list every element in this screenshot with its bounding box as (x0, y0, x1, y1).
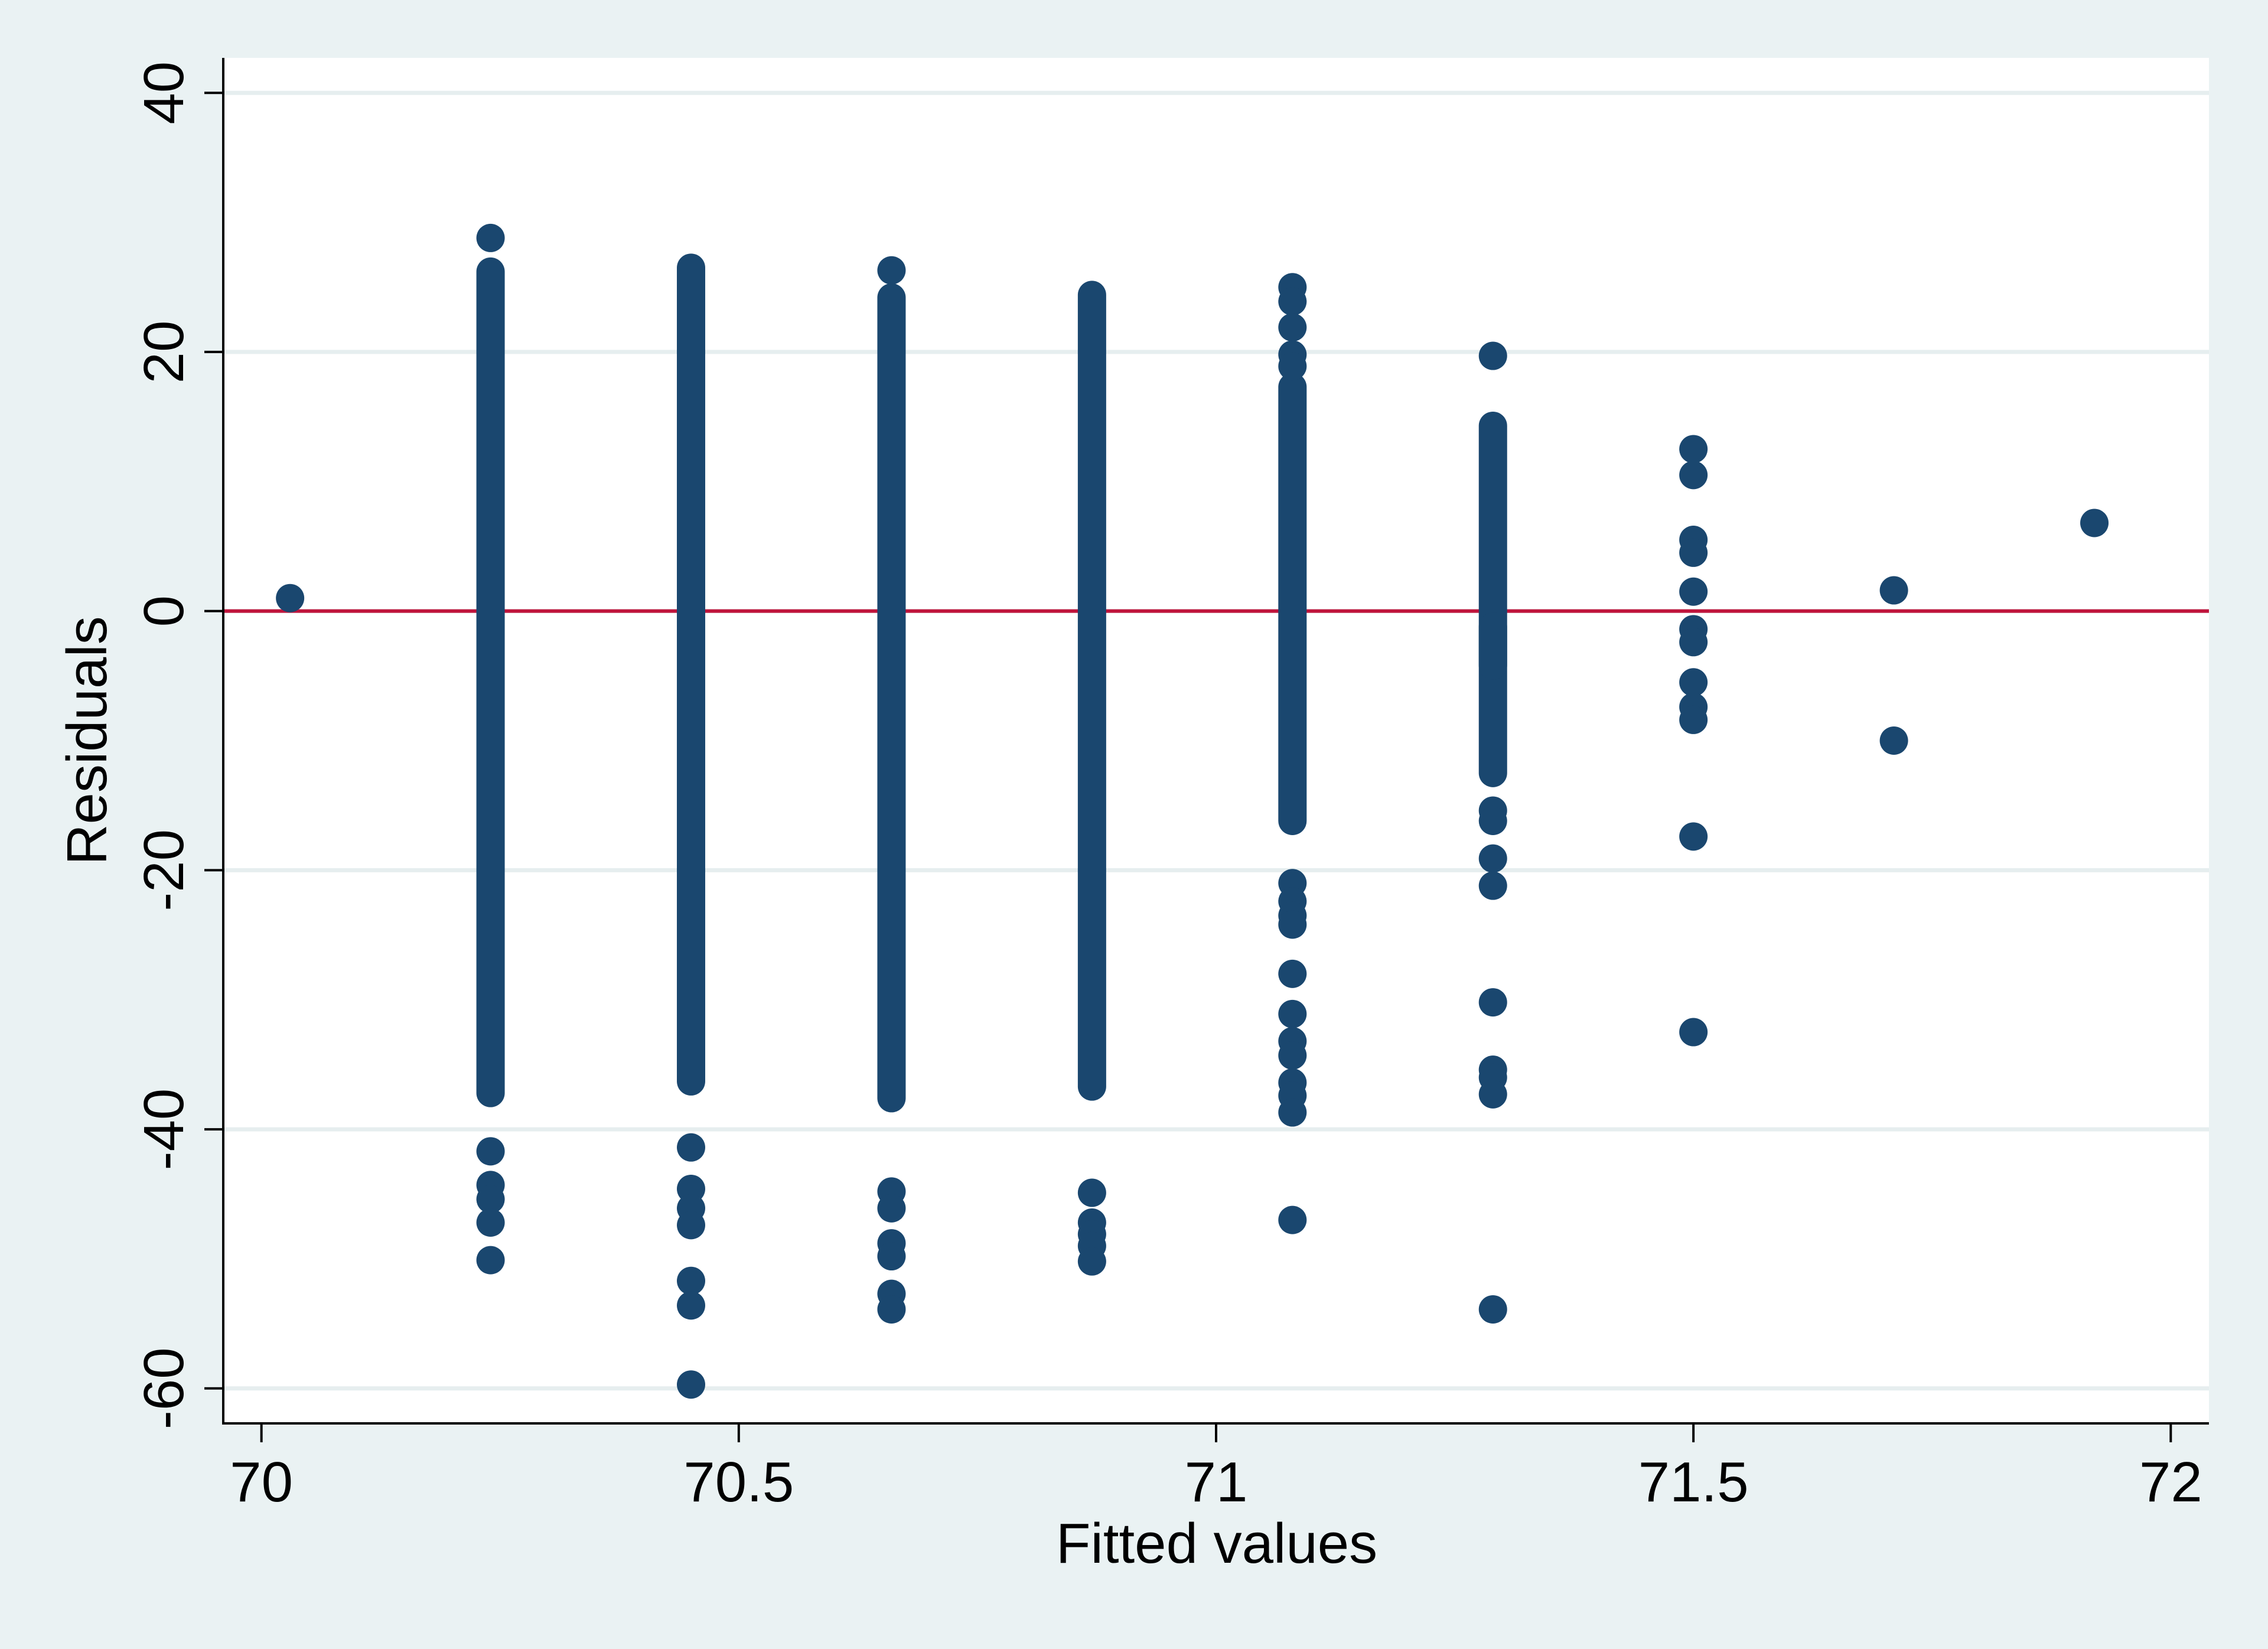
data-point-2-1 (677, 1174, 706, 1203)
point-column-5-range-0 (1278, 373, 1307, 835)
data-point-6-5 (1478, 988, 1507, 1017)
data-point-7-11 (1679, 1018, 1708, 1047)
plot-area (223, 58, 2209, 1423)
data-point-7-10 (1679, 822, 1708, 851)
point-column-6-range-1 (1478, 612, 1507, 680)
point-column-3-range-0 (877, 283, 906, 1113)
point-column-1-range-0 (476, 257, 505, 1107)
data-point-6-0 (1478, 341, 1507, 370)
x-tick-label-71.5: 71.5 (1638, 1451, 1749, 1514)
point-column-2-range-0 (677, 253, 706, 1096)
data-point-5-16 (1278, 1205, 1307, 1234)
data-point-7-0 (1679, 435, 1708, 464)
data-point-5-12 (1278, 1041, 1307, 1070)
data-point-6-8 (1478, 1080, 1507, 1109)
data-point-0-0 (276, 584, 305, 612)
scatter-points (276, 223, 2109, 1399)
data-point-3-0 (877, 256, 906, 285)
data-point-7-1 (1679, 461, 1708, 490)
data-point-2-6 (677, 1370, 706, 1399)
data-point-8-0 (1879, 576, 1908, 605)
data-point-2-5 (677, 1291, 706, 1320)
x-tick-label-70.5: 70.5 (683, 1451, 794, 1514)
data-point-1-5 (476, 1246, 505, 1275)
data-point-5-9 (1278, 959, 1307, 988)
data-point-7-9 (1679, 705, 1708, 734)
data-point-4-4 (1077, 1247, 1106, 1276)
data-point-3-4 (877, 1242, 906, 1271)
data-point-5-15 (1278, 1098, 1307, 1127)
x-tick-label-70: 70 (230, 1451, 293, 1514)
data-point-2-4 (677, 1266, 706, 1295)
data-point-5-10 (1278, 999, 1307, 1028)
data-point-8-1 (1879, 726, 1908, 755)
point-column-6-range-0 (1478, 411, 1507, 787)
data-point-1-1 (476, 1137, 505, 1166)
data-point-4-0 (1077, 1178, 1106, 1207)
point-column-4-range-0 (1077, 281, 1106, 1101)
y-tick-label--20: -20 (132, 829, 195, 911)
y-tick-label-20: 20 (132, 321, 195, 384)
axes: -60 -40 -20 0 20 40 70 70.5 71 71.5 72 (132, 58, 2209, 1514)
y-axis-title: Residuals (56, 616, 119, 865)
x-tick-label-72: 72 (2139, 1451, 2202, 1514)
data-point-6-9 (1478, 1295, 1507, 1324)
data-point-5-2 (1278, 313, 1307, 342)
data-point-7-7 (1679, 668, 1708, 697)
data-point-1-3 (476, 1185, 505, 1214)
data-point-6-2 (1478, 807, 1507, 835)
y-tick-label--40: -40 (132, 1089, 195, 1171)
data-point-7-3 (1679, 538, 1708, 567)
data-point-5-4 (1278, 352, 1307, 381)
data-point-5-8 (1278, 910, 1307, 939)
data-point-1-4 (476, 1208, 505, 1237)
data-point-6-4 (1478, 871, 1507, 900)
y-tick-label-0: 0 (132, 595, 195, 627)
y-tick-label--60: -60 (132, 1347, 195, 1429)
data-point-7-6 (1679, 628, 1708, 657)
data-point-1-0 (476, 223, 505, 252)
data-point-3-6 (877, 1295, 906, 1324)
data-point-6-3 (1478, 844, 1507, 873)
data-point-5-1 (1278, 287, 1307, 316)
data-point-3-2 (877, 1194, 906, 1223)
data-point-2-3 (677, 1211, 706, 1240)
data-point-9-0 (2080, 509, 2109, 537)
data-point-7-4 (1679, 577, 1708, 606)
x-tick-label-71: 71 (1185, 1451, 1248, 1514)
data-point-2-0 (677, 1133, 706, 1162)
x-axis-title: Fitted values (1056, 1512, 1377, 1575)
y-tick-label-40: 40 (132, 61, 195, 125)
